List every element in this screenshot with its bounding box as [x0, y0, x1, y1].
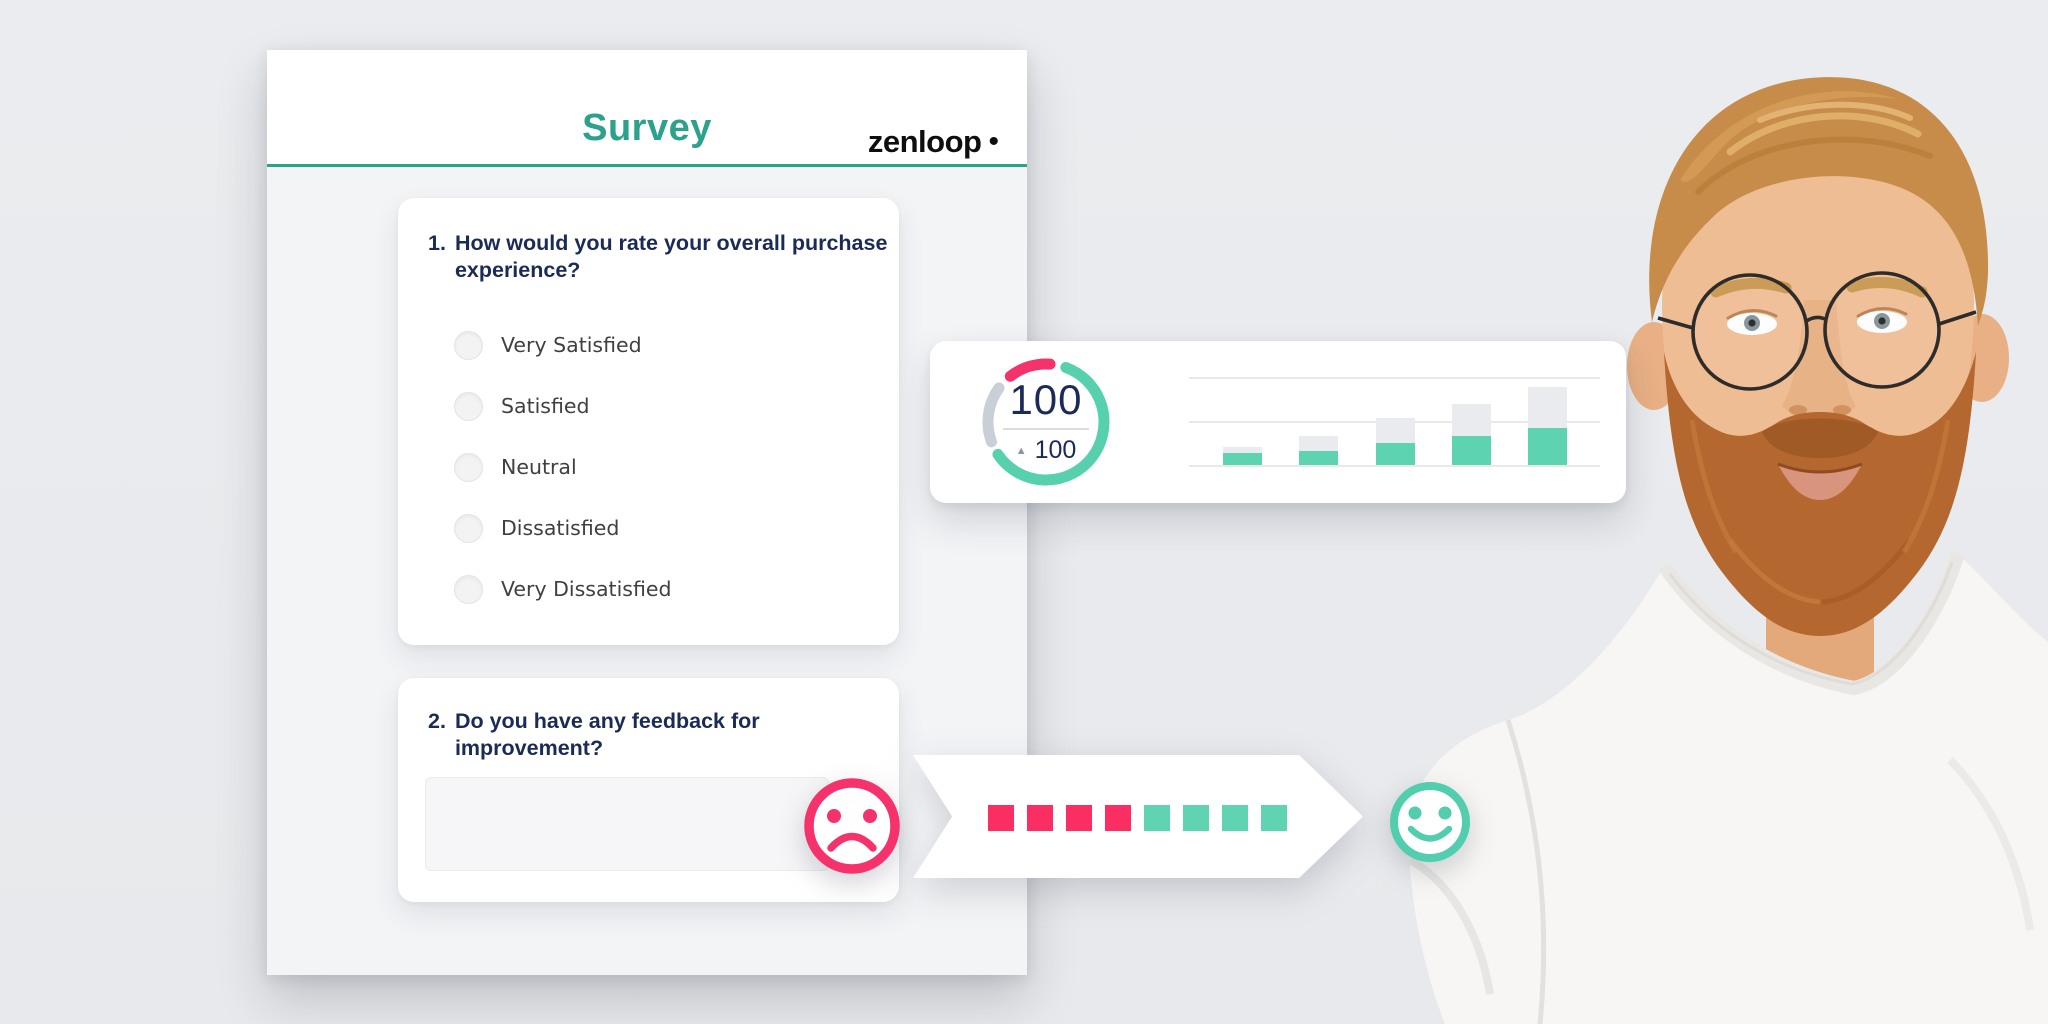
flow-squares [988, 805, 1287, 831]
option-label: Satisfied [501, 394, 590, 418]
gauge-score-value: 100 [1009, 376, 1083, 423]
option-row-dissatisfied[interactable]: Dissatisfied [454, 513, 671, 543]
option-label: Very Satisfied [501, 333, 642, 357]
question-2-card: 2. Do you have any feedback for improvem… [398, 678, 899, 902]
score-gauge [982, 358, 1110, 486]
question-2-number: 2. [428, 709, 446, 733]
happy-face-icon [1390, 782, 1470, 862]
question-2-text: 2. Do you have any feedback for improvem… [398, 678, 773, 762]
flow-square [1066, 805, 1092, 831]
man-photo [1408, 77, 2048, 1024]
bar-segment-remainder [1451, 404, 1491, 436]
option-label: Very Dissatisfied [501, 577, 672, 601]
bar-2 [1299, 435, 1339, 465]
bar-segment-score [1528, 428, 1567, 465]
bar-segment-score [1299, 450, 1339, 465]
zenloop-logo-text: zenloop [867, 124, 982, 159]
bar-3 [1375, 418, 1415, 465]
question-1-card: 1. How would you rate your overall purch… [398, 198, 899, 645]
flow-square [1027, 805, 1053, 831]
question-1-label: How would you rate your overall purchase… [454, 231, 888, 282]
radio-satisfied[interactable] [454, 391, 483, 421]
gauge-target-value: 100 [1034, 436, 1077, 464]
option-row-very-dissatisfied[interactable]: Very Dissatisfied [454, 574, 671, 604]
flow-square [1144, 805, 1170, 831]
flow-square [1261, 805, 1287, 831]
bar-segment-score [1223, 452, 1262, 465]
page-title: Survey [582, 107, 712, 149]
radio-very-dissatisfied[interactable] [454, 574, 483, 604]
chart-baseline [1189, 465, 1600, 467]
bar-4 [1451, 404, 1491, 465]
bar-chart [1189, 341, 1600, 465]
zenloop-logo-dot-icon: • [988, 125, 999, 158]
triangle-up-icon: ▲ [1015, 444, 1027, 457]
bar-5 [1528, 386, 1567, 465]
chart-gridline [1189, 377, 1600, 379]
feedback-input[interactable] [425, 777, 829, 871]
bar-segment-remainder [1299, 435, 1339, 451]
gauge-center: 100 ▲ 100 [971, 347, 1121, 497]
sentiment-flow-banner [913, 755, 1363, 878]
sad-face-icon [804, 778, 900, 874]
radio-neutral[interactable] [454, 452, 483, 482]
question-1-text: 1. How would you rate your overall purch… [398, 198, 888, 284]
gauge-subrow: ▲ 100 [1016, 436, 1077, 465]
radio-dissatisfied[interactable] [454, 513, 483, 543]
bar-segment-score [1375, 443, 1415, 465]
bar-1 [1223, 447, 1262, 465]
option-row-satisfied[interactable]: Satisfied [454, 391, 671, 421]
bar-segment-score [1451, 435, 1491, 465]
survey-header: Survey zenloop • [267, 50, 1027, 167]
bar-segment-remainder [1223, 447, 1262, 453]
flow-square [1183, 805, 1209, 831]
option-label: Dissatisfied [501, 516, 620, 540]
gauge-divider [1003, 428, 1089, 430]
nps-stats-card: 100 ▲ 100 [930, 341, 1626, 503]
option-row-neutral[interactable]: Neutral [454, 452, 671, 482]
flow-square [1222, 805, 1248, 831]
bar-segment-remainder [1528, 386, 1567, 429]
flow-square [988, 805, 1014, 831]
options-list: Very Satisfied Satisfied Neutral Dissati… [454, 330, 671, 635]
radio-very-satisfied[interactable] [454, 330, 483, 360]
option-label: Neutral [501, 455, 577, 479]
flow-square [1105, 805, 1131, 831]
zenloop-logo: zenloop • [868, 124, 999, 160]
bar-segment-remainder [1375, 418, 1415, 443]
question-2-label: Do you have any feedback for improvement… [454, 709, 760, 760]
question-1-number: 1. [428, 231, 446, 255]
option-row-very-satisfied[interactable]: Very Satisfied [454, 330, 671, 360]
